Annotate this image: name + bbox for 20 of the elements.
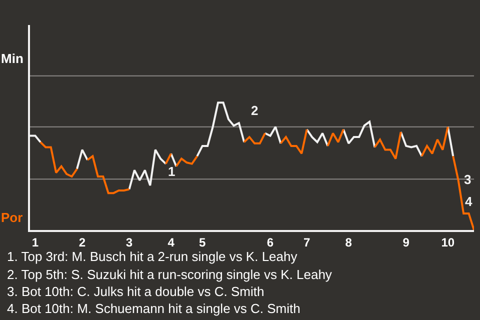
text: Por xyxy=(1,210,23,225)
annotation: 1 xyxy=(168,164,176,179)
x-tick-label: 9 xyxy=(402,235,410,250)
x-tick-label: 8 xyxy=(345,235,352,250)
text: 2. Top 5th: S. Suzuki hit a run-scoring single vs K. Leahy xyxy=(7,267,332,282)
annotation: 3 xyxy=(464,172,472,187)
x-tick-label: 5 xyxy=(199,235,206,250)
x-tick-label: 1 xyxy=(32,235,39,250)
text: 4. Bot 10th: M. Schuemann hit a single vs C. Smith xyxy=(7,301,300,316)
text: Min xyxy=(1,51,24,66)
x-tick-label: 2 xyxy=(78,235,86,250)
text: 1. Top 3rd: M. Busch hit a 2-run single vs K. Leahy xyxy=(7,249,298,264)
x-tick-label: 4 xyxy=(168,235,175,250)
annotation: 4 xyxy=(465,194,473,209)
x-tick-label: 7 xyxy=(304,235,311,250)
annotation: 2 xyxy=(251,103,258,118)
x-tick-label: 6 xyxy=(266,235,274,250)
x-tick-label: 10 xyxy=(441,235,455,250)
text: 3. Bot 10th: C. Julks hit a double vs C. Smith xyxy=(7,284,264,299)
x-tick-label: 3 xyxy=(126,235,133,250)
